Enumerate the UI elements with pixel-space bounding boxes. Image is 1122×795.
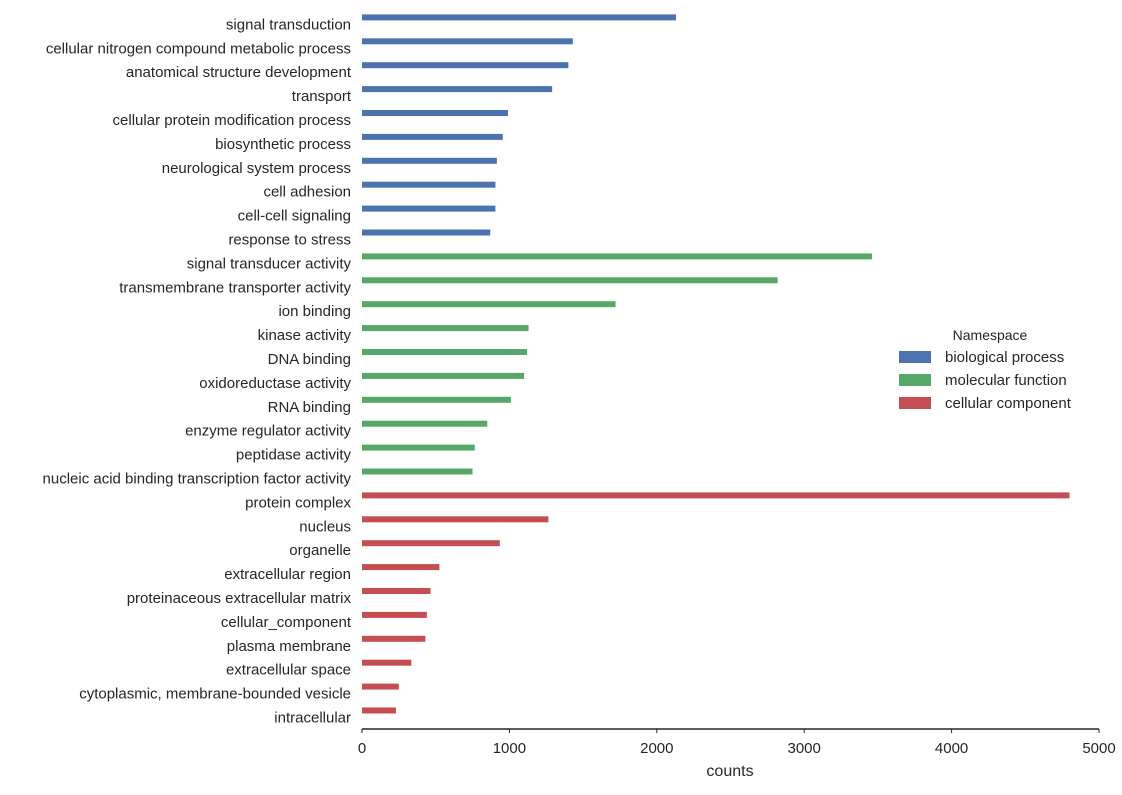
bar (362, 492, 1070, 499)
x-tick-label: 0 (358, 740, 366, 757)
category-label: RNA binding (268, 399, 351, 416)
legend-label: cellular component (945, 395, 1072, 412)
category-label: intracellular (274, 710, 351, 727)
bar (362, 181, 496, 188)
category-label: cellular_component (221, 614, 352, 631)
bar (362, 659, 412, 666)
category-labels: signal transduction cellular nitrogen com… (43, 16, 352, 726)
bar (362, 516, 549, 523)
category-label: ion binding (278, 303, 351, 320)
bar (362, 588, 431, 594)
category-label: signal transduction (226, 16, 351, 33)
category-label: transmembrane transporter activity (119, 279, 351, 296)
x-tick-label: 1000 (493, 740, 526, 757)
x-tick-label: 5000 (1082, 740, 1115, 757)
bar (362, 325, 529, 332)
bar (362, 444, 475, 451)
x-tick-label: 2000 (640, 740, 673, 757)
category-label: plasma membrane (227, 638, 351, 655)
bar (362, 611, 427, 618)
bar (362, 396, 511, 403)
category-label: proteinaceous extracellular matrix (127, 590, 352, 607)
category-label: signal transducer activity (187, 255, 352, 272)
bar (362, 420, 488, 427)
x-tick-label: 3000 (788, 740, 821, 757)
bar (362, 707, 396, 714)
bar (362, 301, 616, 308)
bar (362, 372, 525, 379)
bar (362, 86, 553, 93)
x-axis-label: counts (706, 763, 753, 780)
category-label: extracellular space (226, 662, 351, 679)
bar (362, 38, 573, 45)
bar (362, 564, 440, 571)
bar (362, 62, 569, 69)
bar (362, 253, 873, 260)
category-label: enzyme regulator activity (185, 423, 351, 440)
bar (362, 683, 399, 690)
category-label: neurological system process (162, 160, 351, 177)
category-label: anatomical structure development (126, 64, 352, 81)
category-label: oxidoreductase activity (199, 375, 351, 392)
bar (362, 205, 496, 212)
category-label: cytoplasmic, membrane-bounded vesicle (79, 686, 351, 703)
category-label: biosynthetic process (215, 136, 351, 153)
category-label: transport (292, 88, 352, 105)
x-tick-label: 4000 (935, 740, 968, 757)
category-label: nucleus (299, 518, 351, 535)
bar (362, 229, 491, 236)
bars-layer (362, 14, 1070, 714)
category-label: cell-cell signaling (238, 208, 351, 225)
bar (362, 157, 497, 164)
category-label: response to stress (228, 232, 351, 249)
bar (362, 133, 503, 140)
category-label: organelle (289, 542, 351, 559)
legend-items: biological process molecular function cell… (899, 349, 1072, 412)
bar (362, 635, 426, 642)
bar (362, 349, 528, 355)
bar (362, 468, 473, 475)
legend-swatch (899, 397, 931, 409)
bar (362, 110, 508, 116)
category-label: nucleic acid binding transcription facto… (43, 471, 352, 488)
category-label: peptidase activity (236, 447, 352, 464)
legend: Namespace biological process molecular fu… (899, 327, 1072, 412)
legend-swatch (899, 374, 931, 386)
category-label: extracellular region (224, 566, 351, 583)
x-axis-ticks: 0 1000 2000 3000 4000 5000 (358, 729, 1116, 757)
category-label: DNA binding (268, 351, 351, 368)
bar (362, 540, 500, 547)
legend-swatch (899, 351, 931, 363)
category-label: protein complex (245, 494, 351, 511)
bar (362, 14, 676, 21)
legend-title: Namespace (953, 327, 1028, 343)
category-label: cell adhesion (263, 184, 351, 201)
category-label: cellular nitrogen compound metabolic pro… (46, 40, 351, 57)
category-label: kinase activity (258, 327, 352, 344)
legend-label: molecular function (945, 372, 1067, 389)
bar (362, 277, 778, 284)
category-label: cellular protein modification process (113, 112, 351, 129)
legend-label: biological process (945, 349, 1064, 366)
